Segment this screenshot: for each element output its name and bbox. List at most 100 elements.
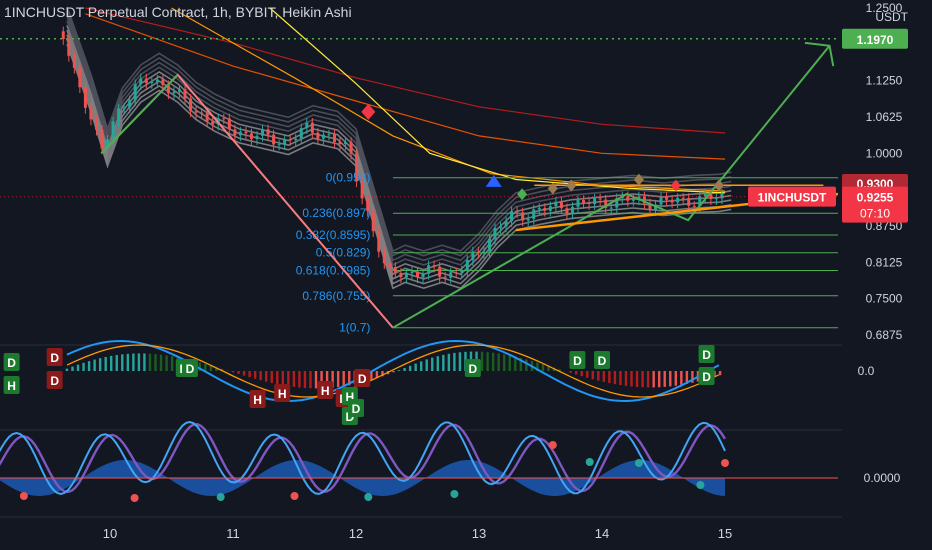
candle-body — [122, 107, 126, 109]
buy-triangle — [485, 174, 502, 187]
candle-body — [499, 226, 503, 228]
signal-marker-label: H — [7, 379, 16, 393]
candle-body — [150, 81, 154, 83]
macd-bar — [602, 371, 606, 382]
signal-marker-label: D — [7, 356, 16, 370]
candle-body — [454, 272, 458, 274]
macd-bar — [71, 366, 74, 371]
macd-bar — [110, 355, 113, 371]
signal-marker — [274, 384, 291, 402]
candle-body — [371, 210, 375, 232]
signal-diamond — [517, 188, 528, 201]
oscillator-dot — [364, 493, 373, 501]
time-tick: 12 — [349, 526, 363, 541]
candle-body — [709, 193, 713, 200]
candle-body — [648, 203, 652, 211]
macd-bar — [453, 352, 456, 371]
candle-body — [393, 266, 397, 273]
oscillator-dot — [19, 492, 28, 500]
candle-body — [665, 196, 669, 200]
candle-body — [377, 231, 381, 252]
candle-body — [537, 207, 541, 210]
macd-bar — [253, 371, 257, 379]
signal-diamond — [547, 182, 558, 195]
candle-body — [404, 273, 408, 278]
fib-label: 0(0.958) — [326, 171, 371, 185]
axes: 1.25001.12501.06251.00000.87500.81250.75… — [103, 0, 932, 550]
candle-body — [510, 211, 514, 222]
macd-bar — [93, 359, 96, 371]
macd-bar — [652, 371, 655, 388]
macd-bar — [425, 359, 428, 371]
last-price-tag — [842, 186, 908, 223]
macd-bar — [154, 354, 157, 371]
macd-bar — [624, 371, 628, 386]
macd-bar — [121, 354, 124, 371]
macd-bar — [259, 371, 262, 381]
price-tick: 1.1250 — [866, 74, 903, 88]
macd-bar — [674, 371, 677, 386]
candle-body — [637, 196, 641, 200]
ema-line — [66, 25, 732, 271]
candle-body — [421, 273, 425, 278]
price-tick: 0.6875 — [866, 328, 903, 342]
last-price-label: 0.9255 — [857, 191, 894, 205]
price-tick: 0.7500 — [866, 292, 903, 306]
signal-marker — [698, 367, 715, 385]
sell-diamond — [361, 103, 376, 120]
macd-bar — [558, 369, 561, 371]
candle-body — [106, 139, 110, 149]
candle-body — [676, 197, 680, 203]
macd-bar — [231, 371, 235, 373]
fib-label: 0.382(0.8595) — [296, 228, 371, 242]
time-tick: 10 — [103, 526, 117, 541]
candle-body — [714, 198, 718, 200]
candle-body — [476, 251, 480, 253]
macd-bar — [159, 354, 163, 371]
macd-bar — [370, 371, 373, 380]
candle-body — [548, 206, 552, 211]
candle-body — [593, 198, 597, 205]
candle-body — [532, 209, 536, 219]
candle-body — [349, 141, 353, 154]
signal-diamond — [713, 179, 724, 192]
candle-body — [139, 78, 143, 85]
oscillator-dot — [548, 441, 557, 449]
candle-body — [305, 122, 309, 129]
macd-bar — [170, 356, 174, 371]
macd-bar — [143, 353, 146, 371]
candle-body — [526, 218, 530, 221]
macd-bar — [336, 371, 340, 388]
macd-bar — [680, 371, 683, 385]
candle-body — [598, 198, 602, 200]
macd-bar — [519, 357, 523, 371]
macd-bar — [165, 355, 168, 371]
signal-diamond — [670, 179, 681, 192]
macd-bar — [309, 371, 312, 389]
macd-bar — [613, 371, 617, 385]
oscillator-dot — [130, 494, 139, 502]
candle-body — [294, 138, 298, 141]
oscillator-dot — [290, 492, 299, 500]
candle-body — [288, 139, 292, 141]
macd-bar — [514, 356, 517, 371]
macd-bar — [204, 364, 207, 371]
macd-bar — [281, 371, 285, 386]
signal-marker — [3, 353, 20, 371]
symbol-tag — [748, 186, 836, 207]
macd-bar — [320, 371, 323, 389]
candle-body — [659, 196, 663, 205]
candle-body — [238, 131, 242, 136]
candle-body — [576, 200, 580, 207]
macd-bar — [691, 371, 694, 383]
candle-body — [609, 207, 613, 209]
candle-body — [310, 122, 314, 133]
candle-body — [681, 197, 685, 199]
candle-body — [189, 98, 193, 112]
signal-marker-label: D — [186, 362, 195, 376]
candle-body — [183, 89, 187, 99]
candle-body — [626, 196, 630, 201]
fib-label: 1(0.7) — [339, 321, 370, 335]
macd-bar — [574, 371, 578, 375]
zigzag-line — [100, 74, 179, 155]
